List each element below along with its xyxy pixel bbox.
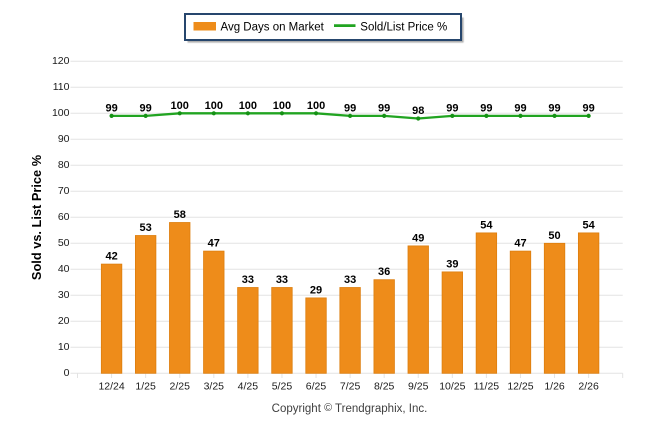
svg-text:58: 58 <box>174 209 186 221</box>
svg-text:3/25: 3/25 <box>204 381 225 393</box>
svg-text:40: 40 <box>58 263 70 275</box>
svg-text:30: 30 <box>58 289 70 301</box>
svg-text:Copyright © Trendgraphix, Inc.: Copyright © Trendgraphix, Inc. <box>272 402 428 415</box>
svg-text:39: 39 <box>446 258 458 270</box>
svg-text:60: 60 <box>58 211 70 223</box>
svg-text:33: 33 <box>242 274 254 286</box>
svg-text:99: 99 <box>548 102 560 114</box>
svg-text:7/25: 7/25 <box>340 381 361 393</box>
svg-text:6/25: 6/25 <box>306 381 327 393</box>
svg-text:29: 29 <box>310 284 322 296</box>
svg-text:2/26: 2/26 <box>578 381 599 393</box>
svg-text:99: 99 <box>514 102 526 114</box>
svg-text:10/25: 10/25 <box>439 381 465 393</box>
svg-text:20: 20 <box>58 315 70 327</box>
svg-text:100: 100 <box>52 107 70 119</box>
svg-text:98: 98 <box>412 105 424 117</box>
svg-text:99: 99 <box>480 102 492 114</box>
svg-text:36: 36 <box>378 266 390 278</box>
svg-text:Avg Days on Market: Avg Days on Market <box>221 22 325 34</box>
svg-text:100: 100 <box>273 100 291 112</box>
svg-text:1/25: 1/25 <box>135 381 156 393</box>
svg-text:100: 100 <box>205 100 223 112</box>
svg-text:99: 99 <box>446 102 458 114</box>
svg-text:120: 120 <box>52 55 70 67</box>
svg-text:Sold/List Price %: Sold/List Price % <box>360 22 447 34</box>
svg-text:Sold vs. List Price %: Sold vs. List Price % <box>29 154 44 280</box>
svg-text:54: 54 <box>480 219 493 231</box>
svg-text:9/25: 9/25 <box>408 381 429 393</box>
svg-text:100: 100 <box>307 100 325 112</box>
svg-text:70: 70 <box>58 185 70 197</box>
svg-text:1/26: 1/26 <box>544 381 565 393</box>
svg-text:99: 99 <box>344 102 356 114</box>
svg-text:11/25: 11/25 <box>474 381 500 393</box>
svg-text:90: 90 <box>58 133 70 145</box>
svg-text:0: 0 <box>64 367 70 379</box>
svg-text:80: 80 <box>58 159 70 171</box>
svg-text:50: 50 <box>58 237 70 249</box>
svg-text:10: 10 <box>58 341 70 353</box>
svg-text:12/24: 12/24 <box>98 381 124 393</box>
svg-text:33: 33 <box>344 274 356 286</box>
svg-text:49: 49 <box>412 232 424 244</box>
svg-text:53: 53 <box>140 222 152 234</box>
svg-text:5/25: 5/25 <box>272 381 293 393</box>
svg-text:2/25: 2/25 <box>170 381 191 393</box>
svg-text:99: 99 <box>582 102 594 114</box>
svg-text:33: 33 <box>276 274 288 286</box>
svg-text:47: 47 <box>208 238 220 250</box>
svg-text:47: 47 <box>514 238 526 250</box>
svg-text:99: 99 <box>105 102 117 114</box>
svg-text:110: 110 <box>53 81 70 93</box>
svg-text:99: 99 <box>140 102 152 114</box>
svg-text:99: 99 <box>378 102 390 114</box>
svg-text:8/25: 8/25 <box>374 381 395 393</box>
svg-text:12/25: 12/25 <box>507 381 533 393</box>
svg-text:100: 100 <box>171 100 189 112</box>
svg-text:4/25: 4/25 <box>238 381 259 393</box>
svg-text:42: 42 <box>105 251 117 263</box>
svg-text:100: 100 <box>239 100 257 112</box>
svg-text:54: 54 <box>582 219 595 231</box>
svg-text:50: 50 <box>548 230 560 242</box>
